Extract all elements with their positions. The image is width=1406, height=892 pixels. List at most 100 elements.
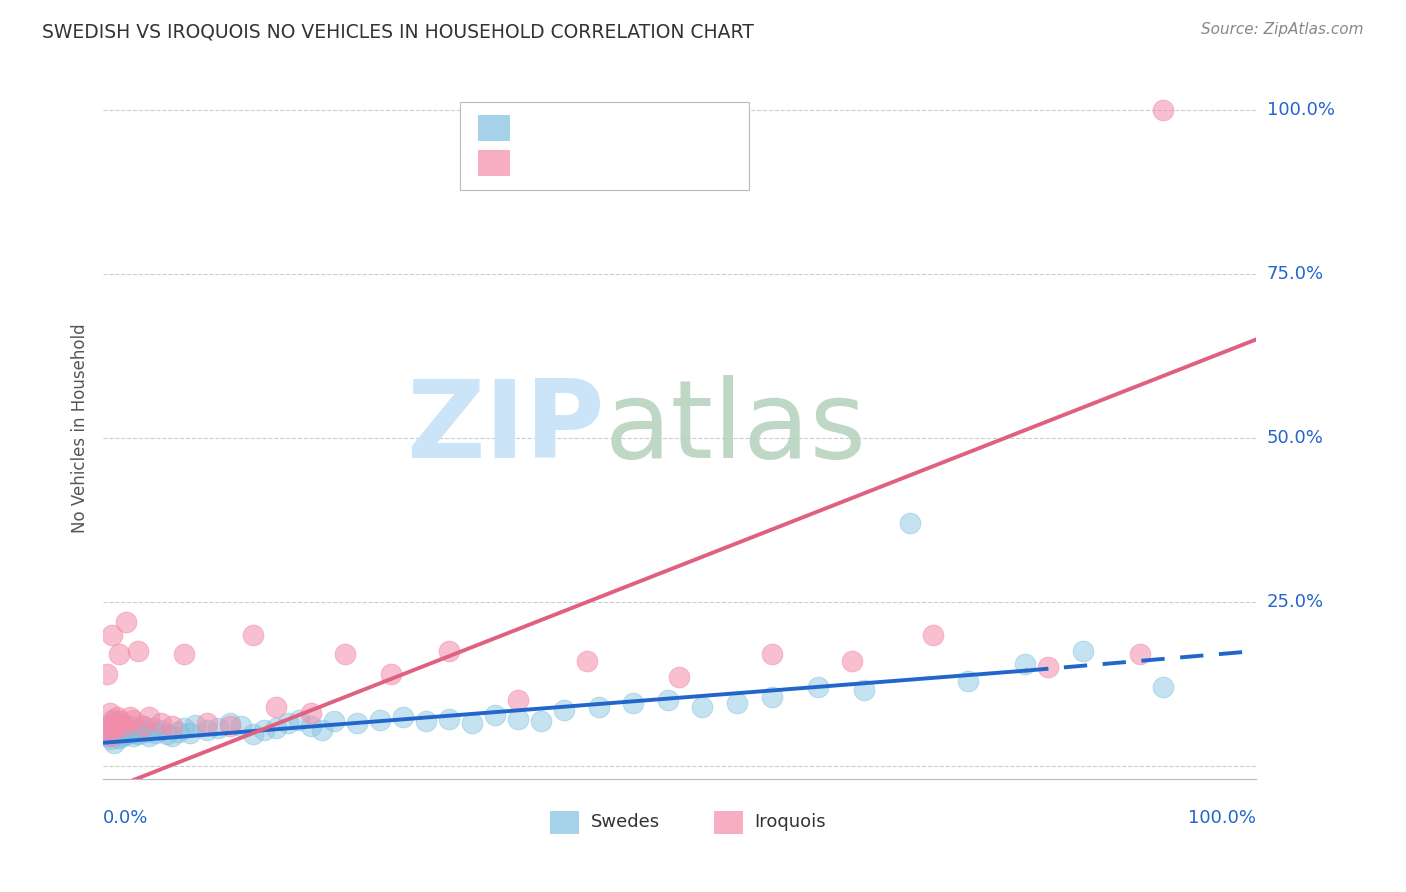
Point (506, 712, 529, 726)
Point (105, 709, 128, 723)
Point (1129, 647, 1152, 661)
Point (132, 719, 155, 733)
Point (1152, 103, 1174, 118)
Point (461, 716, 484, 731)
Point (101, 627, 124, 641)
Point (162, 729, 184, 743)
Point (311, 723, 333, 737)
Point (114, 726, 136, 740)
Point (173, 647, 195, 661)
Point (129, 723, 152, 737)
Point (242, 727, 264, 741)
Point (588, 699, 610, 714)
Point (692, 699, 714, 714)
Point (277, 716, 299, 731)
Point (852, 683, 875, 698)
Point (1071, 644, 1094, 658)
Text: ZIP: ZIP (406, 376, 605, 481)
Point (122, 729, 145, 743)
Point (97, 726, 120, 740)
Point (530, 714, 553, 728)
Text: SWEDISH VS IROQUOIS NO VEHICLES IN HOUSEHOLD CORRELATION CHART: SWEDISH VS IROQUOIS NO VEHICLES IN HOUSE… (42, 22, 754, 41)
Point (179, 726, 201, 740)
Text: 0.0%: 0.0% (103, 809, 149, 828)
Point (138, 709, 160, 723)
Point (105, 727, 128, 741)
Point (97, 723, 120, 737)
Text: 75.0%: 75.0% (1267, 265, 1324, 283)
Point (110, 721, 132, 735)
Text: R = 0.264   N = 71: R = 0.264 N = 71 (524, 119, 702, 137)
Point (135, 724, 157, 739)
Point (668, 670, 690, 684)
Point (184, 718, 207, 732)
Point (437, 712, 460, 726)
Point (96, 667, 118, 681)
Text: Iroquois: Iroquois (754, 814, 825, 831)
Point (132, 719, 155, 733)
Point (97, 719, 120, 733)
Point (107, 724, 129, 739)
Point (97, 729, 120, 743)
Point (841, 654, 863, 668)
Text: atlas: atlas (605, 376, 866, 481)
Point (346, 716, 368, 731)
Point (127, 727, 149, 741)
Point (138, 729, 160, 743)
Point (1014, 657, 1036, 672)
Point (299, 719, 322, 733)
Point (104, 723, 127, 737)
Text: 50.0%: 50.0% (1267, 429, 1323, 447)
Text: Source: ZipAtlas.com: Source: ZipAtlas.com (1201, 22, 1364, 37)
Point (120, 719, 142, 733)
Point (195, 716, 218, 731)
Point (110, 716, 132, 731)
Point (101, 713, 124, 727)
Text: Swedes: Swedes (591, 814, 659, 831)
Point (506, 693, 529, 707)
Point (761, 647, 783, 661)
Point (195, 723, 218, 737)
Point (98, 706, 121, 721)
Bar (478, 114, 510, 141)
Text: 100.0%: 100.0% (1267, 101, 1334, 120)
Point (391, 709, 413, 723)
Point (264, 699, 287, 714)
Point (118, 709, 141, 723)
Point (100, 732, 122, 747)
Point (96, 719, 118, 733)
Point (761, 690, 783, 704)
Point (368, 713, 391, 727)
Point (103, 713, 125, 727)
Point (956, 673, 979, 688)
Point (621, 697, 644, 711)
Point (242, 627, 264, 641)
Point (162, 719, 184, 733)
Point (1152, 680, 1174, 694)
Point (110, 714, 132, 728)
Point (122, 713, 145, 727)
Text: 25.0%: 25.0% (1267, 593, 1324, 611)
Text: 100.0%: 100.0% (1188, 809, 1256, 828)
Point (657, 693, 679, 707)
Point (219, 719, 242, 733)
Point (576, 654, 599, 668)
Point (149, 716, 172, 731)
Point (1038, 660, 1060, 674)
Bar (550, 811, 579, 833)
Point (155, 727, 177, 741)
Point (142, 721, 165, 735)
Point (333, 647, 356, 661)
Point (127, 644, 149, 658)
Y-axis label: No Vehicles in Household: No Vehicles in Household (72, 323, 89, 533)
Point (98, 723, 121, 737)
Point (264, 721, 287, 735)
Point (124, 726, 146, 740)
Point (117, 723, 139, 737)
Point (484, 707, 506, 722)
Bar (478, 150, 510, 177)
Point (103, 736, 125, 750)
Point (149, 723, 172, 737)
Point (145, 726, 167, 740)
Point (167, 724, 190, 739)
